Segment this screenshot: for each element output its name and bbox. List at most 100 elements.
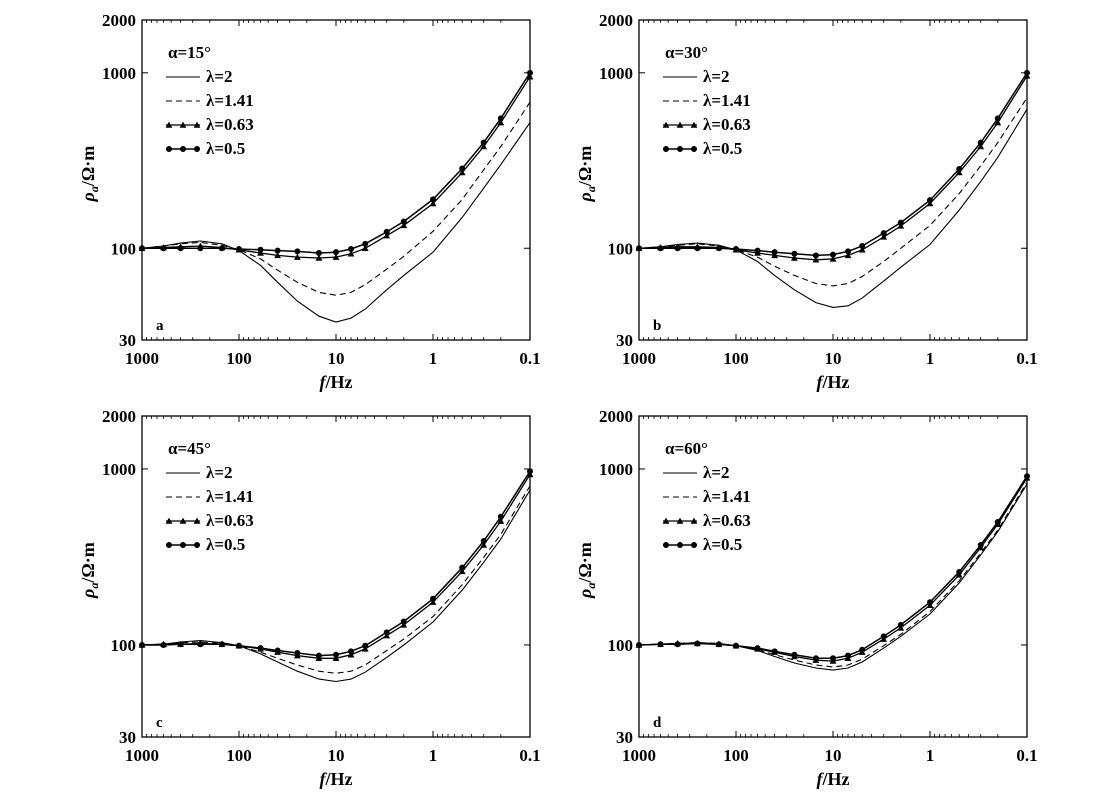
panel-c-data-point (497, 517, 505, 524)
panel-c-y-axis-label: ρa/Ω·m (78, 542, 101, 599)
panel-c-series-2 (138, 471, 534, 662)
panel-d-y-axis-label: ρa/Ω·m (575, 542, 598, 599)
panel-a-frame (141, 19, 531, 341)
panel-d-series-1 (638, 482, 1028, 668)
panel-c-legend-entry: λ=1.41 (166, 487, 254, 506)
panel-b-data-point (812, 252, 819, 259)
panel-a-xtick-label: 1000 (125, 349, 159, 368)
panel-c-series-line (141, 489, 531, 683)
panel-b-series-0 (638, 108, 1028, 308)
panel-a-series-3 (139, 69, 533, 256)
panel-d-legend-entry: λ=0.63 (662, 511, 751, 530)
panel-b-data-point (994, 119, 1002, 126)
panel-c-xtick-label: 0.1 (519, 746, 540, 765)
panel-a-legend-label: λ=2 (206, 67, 233, 86)
panel-c-xtick-label: 100 (226, 746, 252, 765)
panel-d-data-point (754, 645, 761, 652)
panel-d-data-point (830, 655, 836, 662)
panel-b-data-point (955, 169, 963, 176)
panel-a-legend-entry: λ=0.63 (165, 115, 254, 134)
panel-d-ytick-label: 30 (616, 728, 633, 747)
panel-b-legend-marker (676, 121, 684, 128)
panel-d-legend-title: α=60° (665, 439, 708, 458)
panel-b-ytick-label: 1000 (599, 64, 633, 83)
panel-a-data-point (362, 240, 369, 247)
panel-b-xtick-label: 0.1 (1016, 349, 1037, 368)
panel-b-data-point (754, 247, 761, 254)
panel-c-legend-entry: λ=2 (166, 463, 233, 482)
panel-a-series-0 (141, 122, 531, 323)
panel-a-data-point (497, 115, 504, 122)
panel-a-y-axis-label: ρa/Ω·m (78, 146, 101, 203)
panel-a-data-point (383, 228, 390, 235)
panel-c-legend-label: λ=0.63 (206, 511, 254, 530)
panel-b-data-point (927, 197, 933, 204)
panel-c-series-3 (139, 468, 533, 659)
panel-c-legend-marker (179, 517, 187, 524)
panel-a-series-line (141, 122, 531, 323)
panel-d-legend-label: λ=1.41 (703, 487, 751, 506)
panel-c-data-point (459, 564, 466, 571)
panel-b-data-point (791, 250, 798, 257)
panel-a-data-point (293, 253, 301, 260)
panel-b-data-point (994, 115, 1001, 122)
panel-b-ytick-label: 100 (608, 239, 634, 258)
panel-c-series-1 (141, 485, 531, 674)
panel-a-data-point (160, 245, 167, 252)
panel-d-ytick-label: 1000 (599, 460, 633, 479)
panel-b-data-point (880, 233, 888, 240)
panel-d-data-point (694, 640, 701, 647)
panel-b-legend-entry: λ=1.41 (663, 91, 751, 110)
panel-c-data-point (257, 645, 264, 652)
panel-a-legend-entry: λ=1.41 (166, 91, 254, 110)
panel-c-data-point (362, 642, 369, 649)
panel-c-legend-entry: λ=0.63 (165, 511, 254, 530)
panel-b: 1000 100 10 1 0.1 30 100 1000 2000 f/Hz ρa/Ω·m α=30… (575, 11, 1038, 392)
panel-d-legend-marker (677, 542, 683, 548)
panel-d-data-point (674, 641, 681, 648)
panel-a-legend-label: λ=0.5 (206, 139, 245, 158)
panel-b-series-line (638, 75, 1028, 261)
panel-b-data-point (956, 165, 963, 172)
panel-c-legend-marker (166, 542, 172, 548)
panel-c-data-point (480, 537, 487, 544)
panel-a-legend-entry: λ=2 (166, 67, 233, 86)
panel-b-legend-marker (677, 146, 683, 152)
panel-c-xtick-label: 1 (429, 746, 438, 765)
panel-b-series-line (638, 108, 1028, 308)
panel-b-data-point (715, 245, 722, 252)
panel-a-data-point (526, 73, 534, 80)
panel-d-letter: d (653, 715, 662, 731)
panel-b-data-point (977, 139, 984, 146)
panel-a-data-point (458, 169, 466, 176)
panel-c-data-point (274, 647, 281, 654)
panel-c-data-point (347, 651, 355, 658)
panel-b-y-axis-label: ρa/Ω·m (575, 146, 598, 203)
panel-d-data-point (859, 646, 866, 653)
panel-c-xtick-label: 10 (328, 746, 345, 765)
panel-b-frame (638, 19, 1028, 341)
panel-d-ytick-label: 2000 (599, 407, 633, 426)
panel-d-series-line (638, 475, 1028, 660)
panel-b-x-axis-label: f/Hz (817, 372, 850, 392)
panel-b-data-point (845, 248, 852, 255)
panel-c-data-point (527, 468, 533, 475)
panel-c-series-line (141, 474, 531, 659)
panel-a-data-point (294, 248, 301, 255)
panel-b-legend-entry: λ=0.5 (663, 139, 742, 158)
panel-c-legend-label: λ=1.41 (206, 487, 254, 506)
panel-a-data-point (347, 250, 355, 257)
panel-c-data-point (333, 651, 339, 658)
panel-b-data-point (897, 219, 904, 226)
panel-c-letter: c (156, 715, 163, 731)
panel-d-legend-entry: λ=2 (663, 463, 730, 482)
panel-d-xtick-label: 10 (825, 746, 842, 765)
panel-c-ytick-label: 100 (111, 636, 137, 655)
panel-a-data-point (177, 245, 184, 252)
panel-a-xtick-label: 100 (226, 349, 252, 368)
panel-d-legend-marker (663, 542, 669, 548)
panel-c-data-point (497, 513, 504, 520)
panel-a-data-point (333, 249, 339, 256)
panel-a-data-point (480, 143, 488, 150)
panel-c-xtick-label: 1000 (125, 746, 159, 765)
